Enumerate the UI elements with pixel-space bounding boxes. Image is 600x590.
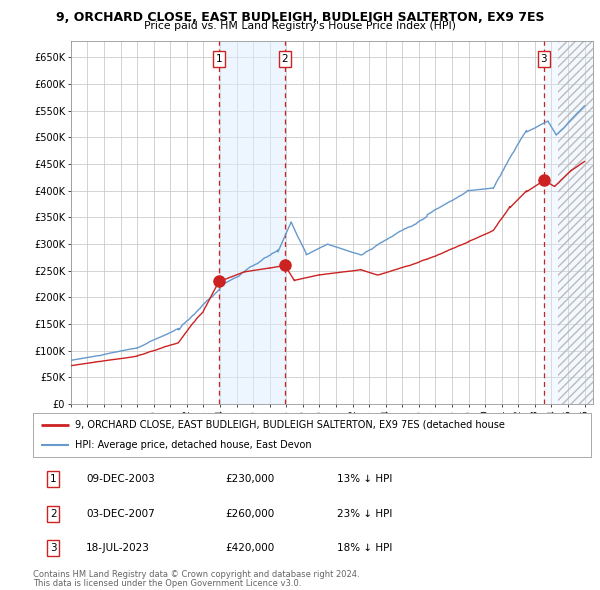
Text: 09-DEC-2003: 09-DEC-2003 bbox=[86, 474, 155, 484]
Text: 3: 3 bbox=[541, 54, 547, 64]
Text: 13% ↓ HPI: 13% ↓ HPI bbox=[337, 474, 392, 484]
Text: 2: 2 bbox=[50, 509, 56, 519]
Text: Contains HM Land Registry data © Crown copyright and database right 2024.: Contains HM Land Registry data © Crown c… bbox=[33, 570, 359, 579]
Text: 18% ↓ HPI: 18% ↓ HPI bbox=[337, 543, 392, 553]
Text: 1: 1 bbox=[215, 54, 222, 64]
Text: 2: 2 bbox=[281, 54, 288, 64]
Bar bbox=[544, 41, 593, 404]
Text: £420,000: £420,000 bbox=[226, 543, 275, 553]
Text: 9, ORCHARD CLOSE, EAST BUDLEIGH, BUDLEIGH SALTERTON, EX9 7ES: 9, ORCHARD CLOSE, EAST BUDLEIGH, BUDLEIG… bbox=[56, 11, 544, 24]
Text: 03-DEC-2007: 03-DEC-2007 bbox=[86, 509, 155, 519]
Text: 1: 1 bbox=[50, 474, 56, 484]
Bar bbox=[219, 41, 285, 404]
Text: 23% ↓ HPI: 23% ↓ HPI bbox=[337, 509, 392, 519]
Text: This data is licensed under the Open Government Licence v3.0.: This data is licensed under the Open Gov… bbox=[33, 579, 301, 588]
Text: 3: 3 bbox=[50, 543, 56, 553]
Text: Price paid vs. HM Land Registry's House Price Index (HPI): Price paid vs. HM Land Registry's House … bbox=[144, 21, 456, 31]
Text: £230,000: £230,000 bbox=[226, 474, 275, 484]
Text: 18-JUL-2023: 18-JUL-2023 bbox=[86, 543, 150, 553]
Text: HPI: Average price, detached house, East Devon: HPI: Average price, detached house, East… bbox=[75, 440, 311, 450]
Text: 9, ORCHARD CLOSE, EAST BUDLEIGH, BUDLEIGH SALTERTON, EX9 7ES (detached house: 9, ORCHARD CLOSE, EAST BUDLEIGH, BUDLEIG… bbox=[75, 420, 505, 430]
Text: £260,000: £260,000 bbox=[226, 509, 275, 519]
